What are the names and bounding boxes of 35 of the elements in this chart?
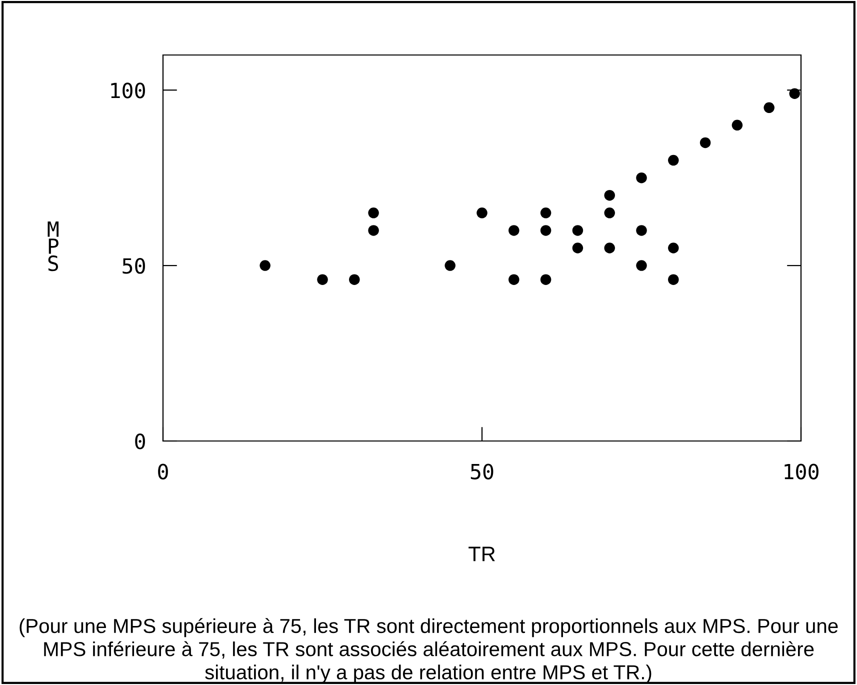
- point: [540, 274, 552, 285]
- point: [604, 242, 615, 254]
- point: [636, 260, 647, 271]
- point: [476, 208, 488, 218]
- point: [508, 225, 520, 236]
- point: [349, 274, 360, 285]
- point: [700, 137, 711, 148]
- point: [368, 208, 379, 218]
- x-tick-label: 100: [784, 464, 818, 480]
- point: [764, 102, 774, 114]
- point: [508, 274, 520, 285]
- x-tick-label: 50: [470, 464, 494, 480]
- point: [260, 260, 270, 271]
- x-axis-title: TR: [468, 546, 495, 562]
- point: [636, 172, 647, 184]
- point: [604, 190, 615, 201]
- y-axis-title: MPS: [48, 222, 59, 272]
- point: [668, 242, 679, 254]
- point: [368, 225, 379, 236]
- point: [540, 208, 552, 218]
- text: (Pour une MPS supérieure à 75, les TR sont directement proportionnels aux MPS. Pour une MPS inférieure à 75, les TR sont associés aléatoirement aux MPS. Pour cette dernière situation, il n'y a pas de relation entre MPS et TR.): [20, 618, 838, 684]
- y-tick-label: 100: [111, 82, 145, 98]
- point: [572, 225, 584, 236]
- point: [668, 274, 679, 285]
- point: [444, 260, 456, 271]
- x-tick-label: 0: [158, 464, 168, 480]
- point: [668, 154, 679, 166]
- point: [540, 225, 552, 236]
- point: [732, 120, 743, 131]
- point: [572, 242, 584, 254]
- point: [604, 208, 615, 218]
- point: [317, 274, 328, 285]
- y-tick-label: 50: [122, 258, 145, 274]
- point: [636, 225, 647, 236]
- y-tick-label: 0: [135, 434, 145, 450]
